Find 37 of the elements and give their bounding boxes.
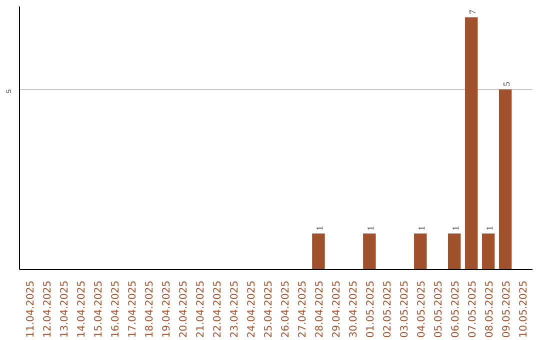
x-tick-label: 18.04.2025 — [144, 280, 156, 338]
x-tick-label: 27.04.2025 — [297, 280, 308, 338]
x-tick-label: 28.04.2025 — [314, 280, 326, 338]
x-tick-label: 06.05.2025 — [450, 280, 462, 338]
x-tick-label: 03.05.2025 — [399, 280, 410, 338]
data-label: 7 — [467, 9, 478, 14]
x-tick-label: 20.04.2025 — [178, 280, 190, 338]
x-tick-label: 07.05.2025 — [467, 280, 478, 338]
x-tick-label: 11.04.2025 — [26, 280, 37, 338]
x-tick-label: 04.05.2025 — [416, 280, 428, 338]
x-tick-label: 25.04.2025 — [264, 280, 275, 338]
x-tick-label: 30.04.2025 — [348, 280, 360, 338]
x-tick-label: 16.04.2025 — [110, 280, 122, 338]
x-tick-label: 19.04.2025 — [162, 280, 173, 338]
x-tick-label: 10.05.2025 — [518, 280, 530, 338]
x-tick-label: 01.05.2025 — [365, 280, 376, 338]
x-tick-label: 24.04.2025 — [246, 280, 258, 338]
x-tick-label: 21.04.2025 — [196, 280, 207, 338]
data-label: 1 — [314, 226, 324, 230]
x-tick-label: 23.04.2025 — [230, 280, 241, 338]
x-tick-label: 22.04.2025 — [212, 280, 224, 338]
x-tick-label: 13.04.2025 — [60, 280, 71, 338]
data-label: 5 — [501, 81, 512, 86]
x-tick-label: 15.04.2025 — [94, 280, 105, 338]
x-tick-label: 12.04.2025 — [42, 280, 54, 338]
data-label: 1 — [365, 226, 376, 230]
x-tick-label: 08.05.2025 — [484, 280, 496, 338]
x-tick-label: 02.05.2025 — [382, 280, 394, 338]
x-tick-label: 09.05.2025 — [501, 280, 512, 338]
data-label: 1 — [484, 226, 494, 230]
x-tick-label: 17.04.2025 — [128, 280, 139, 338]
x-tick-label: 14.04.2025 — [76, 280, 88, 338]
x-tick-label: 29.04.2025 — [331, 280, 342, 338]
data-label: 1 — [450, 226, 460, 230]
x-tick-label: 26.04.2025 — [280, 280, 292, 338]
data-label: 1 — [416, 226, 426, 230]
x-tick-label: 05.05.2025 — [433, 280, 444, 338]
